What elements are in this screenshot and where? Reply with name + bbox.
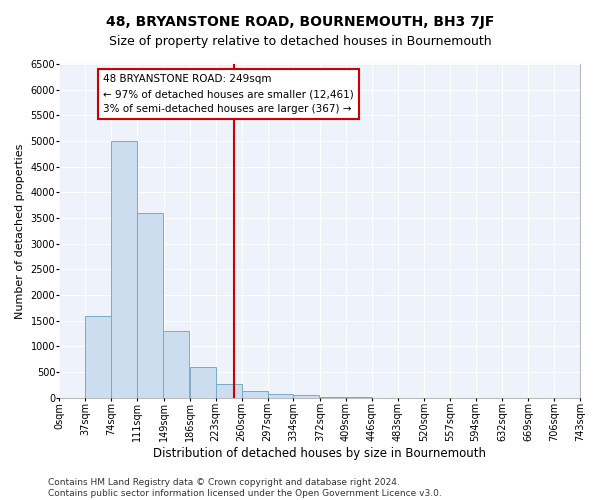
Text: Contains HM Land Registry data © Crown copyright and database right 2024.
Contai: Contains HM Land Registry data © Crown c… [48, 478, 442, 498]
Bar [137, 213, 163, 398]
Bar [320, 397, 346, 398]
Bar [268, 394, 293, 398]
Bar [293, 395, 319, 398]
Bar [163, 331, 189, 398]
Y-axis label: Number of detached properties: Number of detached properties [15, 143, 25, 318]
Text: 48 BRYANSTONE ROAD: 249sqm
← 97% of detached houses are smaller (12,461)
3% of s: 48 BRYANSTONE ROAD: 249sqm ← 97% of deta… [103, 74, 353, 114]
Bar [112, 141, 137, 398]
Text: Size of property relative to detached houses in Bournemouth: Size of property relative to detached ho… [109, 35, 491, 48]
Bar [190, 367, 216, 398]
X-axis label: Distribution of detached houses by size in Bournemouth: Distribution of detached houses by size … [153, 447, 486, 460]
Bar [85, 316, 112, 398]
Text: 48, BRYANSTONE ROAD, BOURNEMOUTH, BH3 7JF: 48, BRYANSTONE ROAD, BOURNEMOUTH, BH3 7J… [106, 15, 494, 29]
Bar [242, 391, 268, 398]
Bar [216, 384, 242, 398]
